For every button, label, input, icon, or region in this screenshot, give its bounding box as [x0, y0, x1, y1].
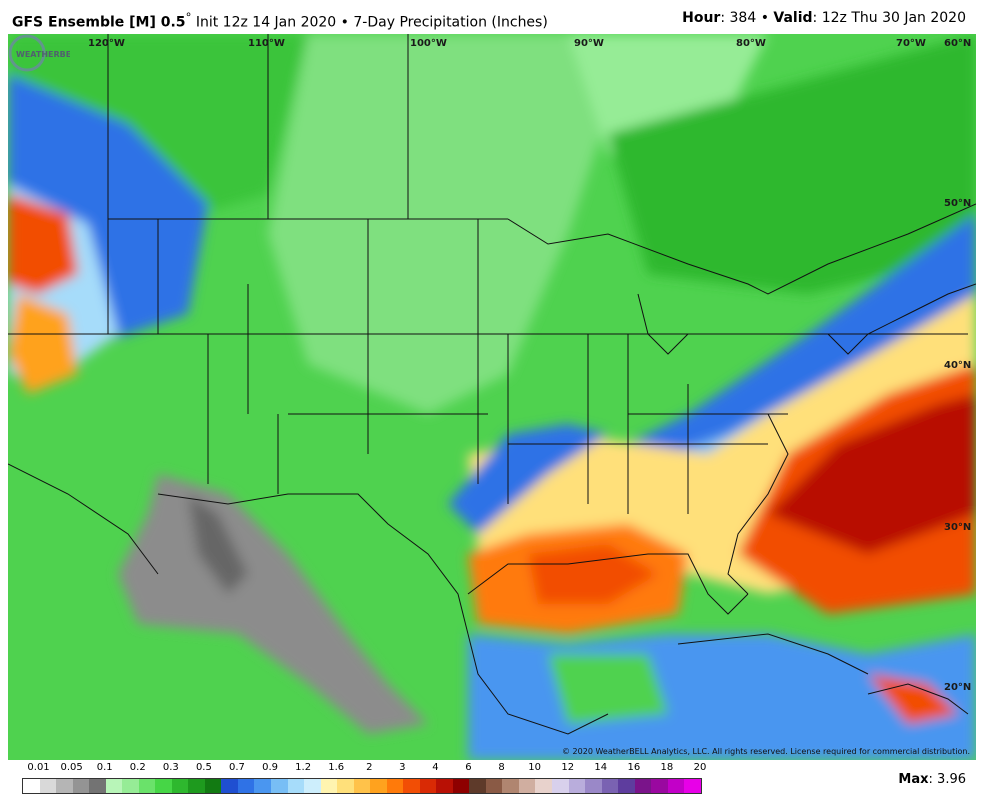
legend-swatch: [188, 779, 205, 793]
legend-swatch: [386, 779, 404, 793]
legend-swatch: [337, 779, 354, 793]
legend-swatch: [254, 779, 271, 793]
hour-value: : 384: [720, 10, 757, 26]
legend-tick-label: 0.2: [129, 762, 146, 773]
legend-swatch: [552, 779, 569, 793]
color-legend: 0.01 0.05 0.1 0.2 0.3 0.5 0.7 0.9 1.2 1.6 2 3 4 6 8 10 1…: [22, 762, 706, 802]
legend-swatch: [237, 779, 255, 793]
logo-wordmark: WEATHERBELL: [16, 50, 70, 59]
lat-label-40n: 40°N: [944, 360, 972, 371]
legend-swatch: [634, 779, 652, 793]
legend-swatch: [469, 779, 486, 793]
legend-swatch: [155, 779, 172, 793]
legend-swatch: [23, 779, 40, 793]
legend-swatch: [204, 779, 222, 793]
legend-tick-label: 0.1: [96, 762, 113, 773]
legend-tick-label: 10: [528, 762, 541, 773]
legend-swatch: [89, 779, 106, 793]
legend-swatch: [618, 779, 635, 793]
title-bullet-2: •: [760, 10, 769, 26]
lon-label-120w: 120°W: [88, 38, 125, 49]
model-name: GFS Ensemble [M] 0.5: [12, 14, 186, 31]
legend-swatch: [39, 779, 57, 793]
lat-label-50n: 50°N: [944, 198, 972, 209]
legend-swatch: [518, 779, 536, 793]
legend-swatch: [320, 779, 338, 793]
valid-value: : 12z Thu 30 Jan 2020: [812, 10, 966, 26]
copyright-credit: © 2020 WeatherBELL Analytics, LLC. All r…: [562, 747, 970, 756]
valid-label: Valid: [773, 10, 813, 26]
legend-swatch: [304, 779, 321, 793]
legend-tick-label: 12: [561, 762, 575, 773]
legend-tick-label: 1.2: [295, 762, 312, 773]
product-name: 7-Day Precipitation (Inches): [353, 14, 548, 31]
legend-tick-labels: 0.01 0.05 0.1 0.2 0.3 0.5 0.7 0.9 1.2 1.6 2 3 4 6 8 10 1…: [22, 762, 706, 776]
legend-tick-label: 0.05: [60, 762, 83, 773]
legend-tick-label: 4: [432, 762, 439, 773]
degree-symbol: °: [185, 10, 192, 24]
legend-swatch: [56, 779, 73, 793]
lat-label-30n: 30°N: [944, 522, 972, 533]
title-bullet: •: [340, 14, 349, 31]
legend-tick-label: 3: [399, 762, 406, 773]
precipitation-map: 120°W 110°W 100°W 90°W 80°W 70°W 60°N 50…: [8, 34, 976, 760]
init-time: Init 12z 14 Jan 2020: [195, 14, 337, 31]
legend-swatch: [287, 779, 305, 793]
legend-swatch: [138, 779, 156, 793]
legend-swatch: [485, 779, 503, 793]
legend-swatch: [667, 779, 685, 793]
legend-tick-label: 6: [465, 762, 472, 773]
legend-swatch: [353, 779, 371, 793]
lat-label-20n: 20°N: [944, 682, 972, 693]
legend-tick-label: 1.6: [328, 762, 345, 773]
caribbean-outlines: [677, 633, 969, 715]
legend-swatch: [651, 779, 668, 793]
weatherbell-logo: WEATHERBELL: [8, 34, 70, 72]
title-right: Hour: 384 • Valid: 12z Thu 30 Jan 2020: [682, 10, 966, 26]
legend-swatch: [568, 779, 586, 793]
legend-swatch: [684, 779, 701, 793]
map-graphic: [8, 34, 976, 760]
legend-tick-label: 18: [660, 762, 674, 773]
legend-swatch: [452, 779, 470, 793]
max-value-readout: Max: 3.96: [898, 772, 966, 787]
max-label: Max: [898, 772, 929, 787]
hour-label: Hour: [682, 10, 721, 26]
legend-tick-label: 0.9: [262, 762, 278, 773]
legend-swatch: [270, 779, 288, 793]
lon-label-80w: 80°W: [736, 38, 766, 49]
lon-label-90w: 90°W: [574, 38, 604, 49]
legend-swatch: [502, 779, 519, 793]
legend-tick-label: 0.7: [229, 762, 245, 773]
legend-swatch: [370, 779, 387, 793]
legend-tick-label: 0.01: [27, 762, 50, 773]
title-left: GFS Ensemble [M] 0.5° Init 12z 14 Jan 20…: [12, 10, 548, 31]
lon-label-110w: 110°W: [248, 38, 285, 49]
lon-label-70w: 70°W: [896, 38, 926, 49]
legend-swatch: [436, 779, 453, 793]
legend-swatch: [601, 779, 619, 793]
legend-swatch: [122, 779, 139, 793]
legend-swatch: [72, 779, 90, 793]
legend-tick-label: 2: [366, 762, 373, 773]
legend-swatch: [535, 779, 552, 793]
legend-tick-label: 20: [693, 762, 707, 773]
legend-swatch: [171, 779, 189, 793]
legend-swatch: [221, 779, 238, 793]
legend-tick-label: 14: [594, 762, 608, 773]
legend-swatch: [105, 779, 123, 793]
max-value: : 3.96: [928, 772, 966, 787]
legend-swatch: [403, 779, 420, 793]
political-borders: [8, 34, 976, 735]
lat-label-60n: 60°N: [944, 38, 972, 49]
legend-tick-label: 0.5: [195, 762, 212, 773]
legend-swatch: [419, 779, 437, 793]
legend-tick-label: 16: [627, 762, 641, 773]
lon-label-100w: 100°W: [410, 38, 447, 49]
legend-tick-label: 8: [498, 762, 505, 773]
header: GFS Ensemble [M] 0.5° Init 12z 14 Jan 20…: [0, 0, 984, 34]
legend-tick-label: 0.3: [162, 762, 179, 773]
legend-swatch: [585, 779, 602, 793]
legend-color-bar: [22, 778, 702, 794]
